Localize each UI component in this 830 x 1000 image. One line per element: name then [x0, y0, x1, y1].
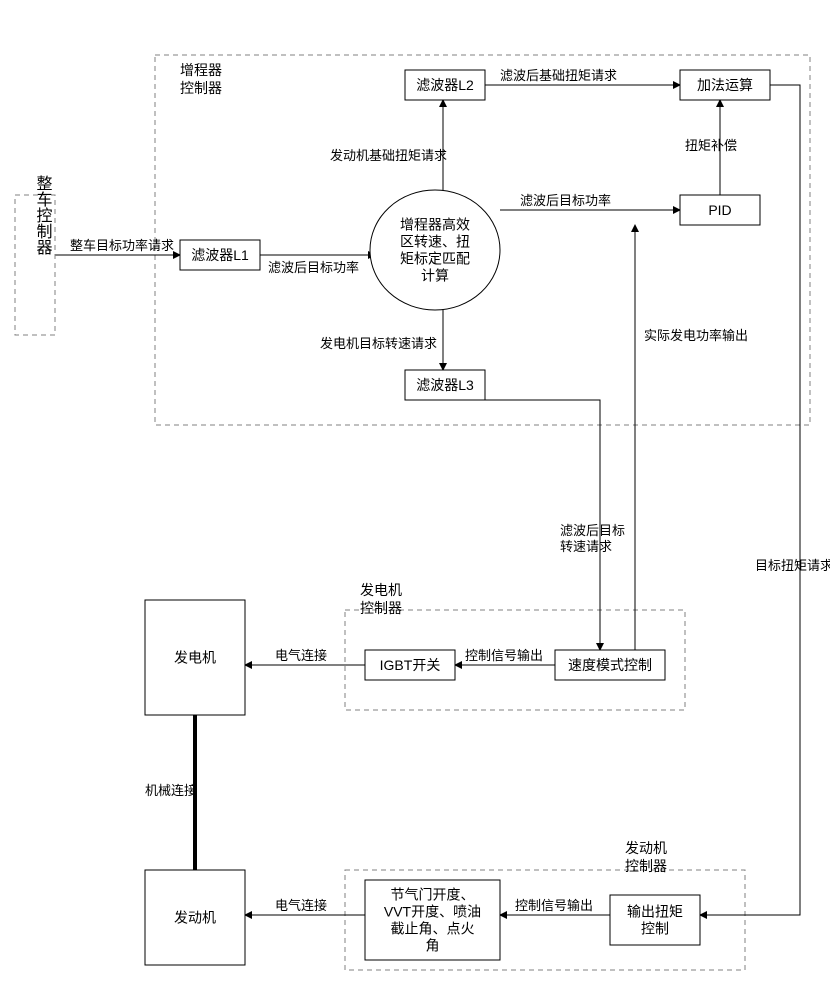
edge-label-e9: 滤波后目标转速请求 — [560, 523, 625, 554]
edge-label-e11: 控制信号输出 — [465, 648, 543, 663]
group-label-eng_controller: 发动机控制器 — [625, 840, 667, 874]
edge-label-e3: 发动机基础扭矩请求 — [330, 148, 447, 163]
edge-label-e15: 电气连接 — [275, 898, 327, 913]
block-label-igbt: IGBT开关 — [380, 657, 441, 673]
edge-label-e7: 扭矩补偿 — [685, 138, 737, 153]
block-label-add: 加法运算 — [697, 77, 753, 93]
block-label-gen: 发电机 — [174, 650, 216, 666]
edge-label-e12: 电气连接 — [275, 648, 327, 663]
group-label-gen_controller: 发电机控制器 — [360, 582, 402, 616]
edge-label-e1: 整车目标功率请求 — [70, 238, 174, 253]
edge-label-e2: 滤波后目标功率 — [268, 260, 359, 275]
edge-label-e6: 滤波后基础扭矩请求 — [500, 68, 617, 83]
edge-label-e10: 目标扭矩请求 — [755, 558, 830, 573]
block-label-l2: 滤波器L2 — [416, 77, 474, 93]
block-label-pid: PID — [708, 202, 731, 218]
block-label-speed: 速度模式控制 — [568, 657, 652, 673]
edge-label-e4: 发电机目标转速请求 — [320, 336, 437, 351]
group-label-re_controller: 增程器控制器 — [180, 62, 222, 96]
edge-label-e14: 控制信号输出 — [515, 898, 593, 913]
edge-label-e5: 滤波后目标功率 — [520, 193, 611, 208]
block-label-l3: 滤波器L3 — [416, 377, 474, 393]
edge-label-e8: 实际发电功率输出 — [644, 328, 748, 343]
block-label-vcu: 整车控制器 — [34, 175, 53, 255]
block-label-eng: 发动机 — [174, 910, 216, 926]
edge-label-e13: 机械连接 — [145, 783, 197, 798]
block-label-l1: 滤波器L1 — [191, 247, 249, 263]
